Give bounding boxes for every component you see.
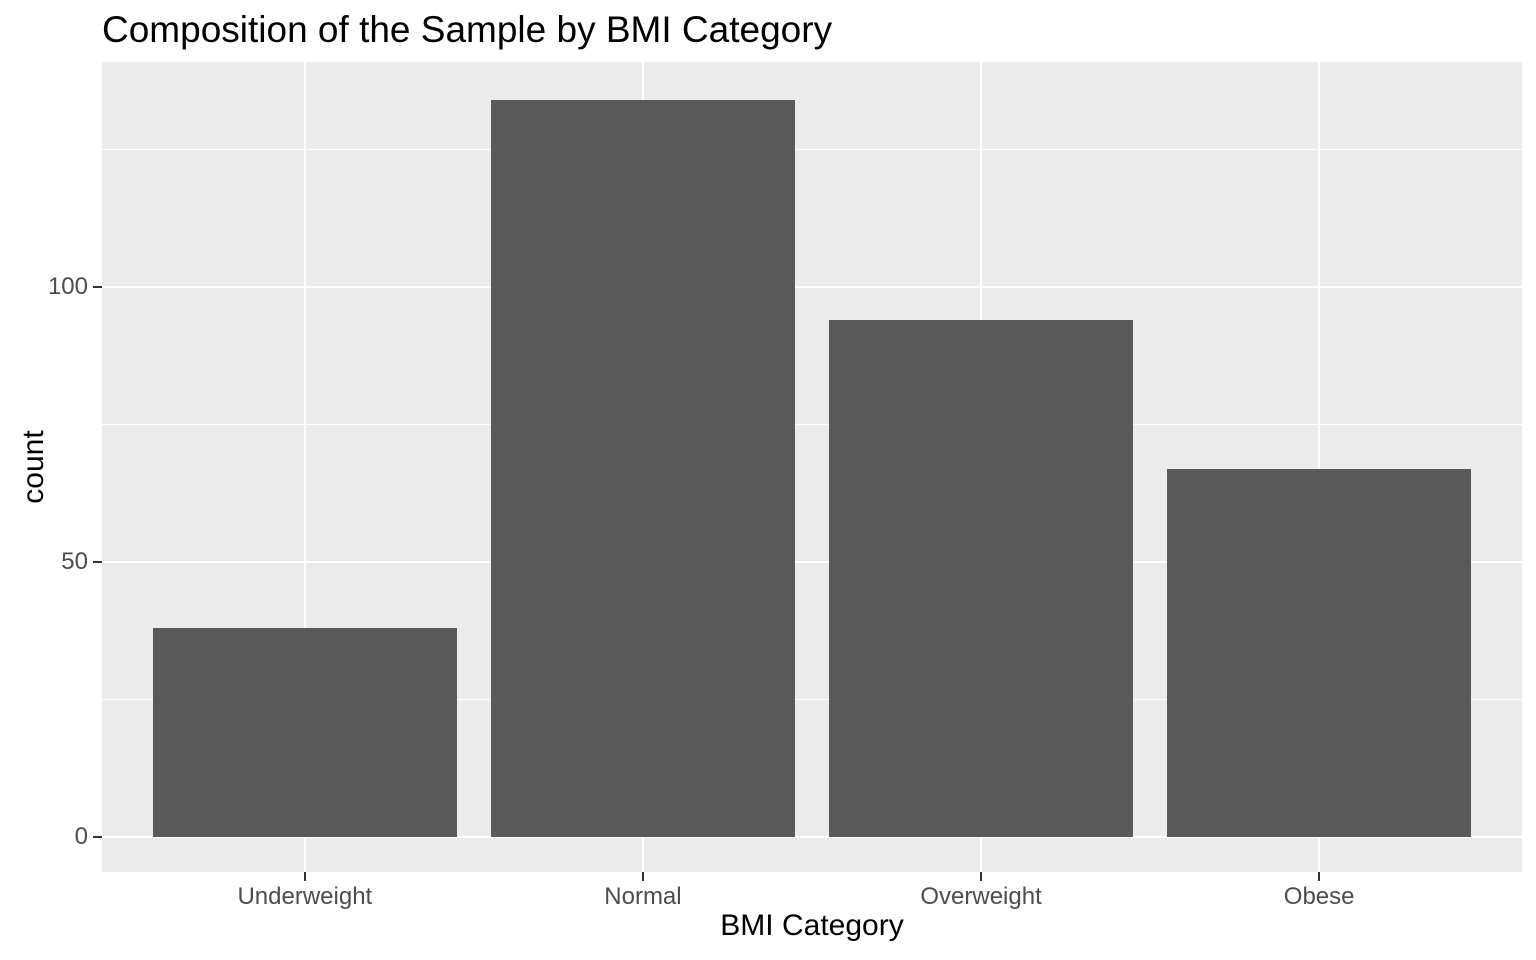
x-tick-mark-normal xyxy=(641,872,644,881)
y-tick-label-50: 50 xyxy=(61,548,88,576)
gridline-minor-y-125 xyxy=(102,148,1522,150)
gridline-major-y-0 xyxy=(102,836,1522,839)
x-tick-label-overweight: Overweight xyxy=(920,883,1042,910)
gridline-minor-y-75 xyxy=(102,424,1522,426)
gridline-major-x-underweight xyxy=(303,62,306,872)
x-tick-label-underweight: Underweight xyxy=(237,883,373,910)
x-tick-label-normal: Normal xyxy=(604,883,682,910)
x-tick-label-obese: Obese xyxy=(1283,883,1355,910)
gridline-major-y-50 xyxy=(102,561,1522,564)
bar-obese xyxy=(1167,468,1472,838)
y-tick-mark-50 xyxy=(93,561,102,564)
y-tick-mark-0 xyxy=(93,836,102,839)
x-tick-mark-underweight xyxy=(303,872,306,881)
plot-panel xyxy=(102,62,1522,872)
x-tick-mark-overweight xyxy=(980,872,983,881)
x-axis-title: BMI Category xyxy=(720,909,904,942)
bar-normal xyxy=(490,99,796,838)
y-tick-label-100: 100 xyxy=(47,273,88,301)
gridline-major-y-100 xyxy=(102,286,1522,289)
y-axis-title: count xyxy=(17,430,50,504)
chart-title: Composition of the Sample by BMI Categor… xyxy=(102,9,833,50)
bar-underweight xyxy=(152,628,457,838)
gridline-major-x-obese xyxy=(1318,62,1321,872)
gridline-minor-y-25 xyxy=(102,699,1522,701)
y-tick-label-0: 0 xyxy=(74,823,88,851)
bar-overweight xyxy=(828,320,1134,838)
y-tick-mark-100 xyxy=(93,286,102,289)
x-tick-mark-obese xyxy=(1318,872,1321,881)
